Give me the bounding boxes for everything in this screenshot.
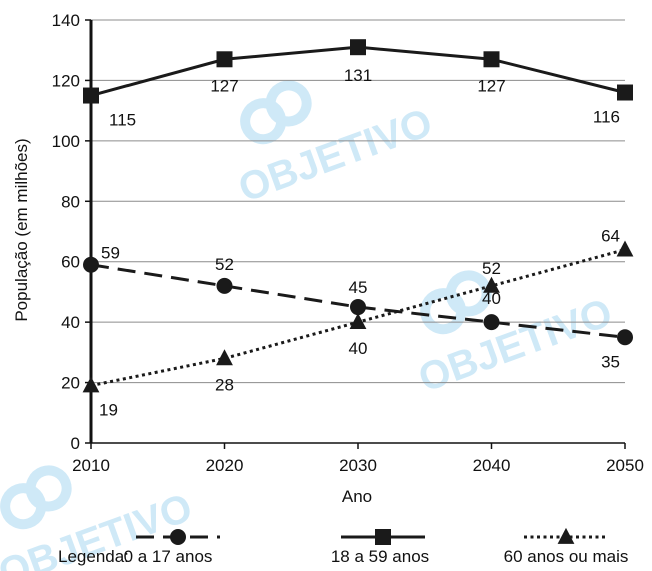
data-point-circle xyxy=(83,256,99,273)
series-square xyxy=(83,39,633,104)
data-point-triangle xyxy=(82,376,100,393)
watermark-logo-circle xyxy=(25,465,72,512)
data-point-square xyxy=(216,51,233,68)
watermark-logo-text: OBJETIVO xyxy=(413,290,618,401)
data-point-triangle xyxy=(216,349,233,366)
data-label: 127 xyxy=(210,76,238,95)
watermark-logo-circle xyxy=(265,80,312,127)
data-labels: 59 52 45 40 35 115 127 131 127 116 19 28 40 52 64 xyxy=(99,66,620,419)
data-label: 19 xyxy=(99,401,118,420)
data-point-square xyxy=(617,84,633,101)
data-point-square xyxy=(83,87,99,104)
series-triangle xyxy=(82,240,634,393)
y-tick-label: 20 xyxy=(61,374,80,393)
data-point-triangle xyxy=(349,313,367,329)
data-label: 64 xyxy=(601,227,620,246)
data-label: 131 xyxy=(344,66,372,85)
data-label: 35 xyxy=(601,352,620,371)
y-tick-label: 0 xyxy=(71,434,80,453)
legend-title: Legenda: xyxy=(58,547,129,566)
y-tick-label: 40 xyxy=(61,313,80,332)
data-point-circle xyxy=(170,529,186,545)
watermark-logo-text: OBJETIVO xyxy=(233,100,438,211)
x-axis-title: Ano xyxy=(342,487,372,506)
legend: Legenda:0 a 17 anos 18 a 59 anos 60 anos o… xyxy=(58,527,629,566)
y-tick-labels: 0 20 40 60 80 100 120 140 xyxy=(52,11,80,453)
watermark-logo-circle xyxy=(445,270,492,317)
x-tick-label: 2030 xyxy=(339,456,377,475)
legend-label: 0 a 17 anos xyxy=(124,547,213,566)
data-point-square xyxy=(375,529,391,545)
data-label: 127 xyxy=(477,76,505,95)
y-tick-label: 60 xyxy=(61,253,80,272)
watermark-mark: OBJETIVO xyxy=(233,80,438,211)
data-label: 40 xyxy=(349,339,368,358)
data-point-triangle xyxy=(483,276,500,293)
data-label: 59 xyxy=(101,244,120,263)
y-axis-title: População (em milhões) xyxy=(12,138,31,321)
data-label: 116 xyxy=(593,108,620,127)
y-tick-label: 80 xyxy=(61,192,80,211)
data-point-triangle xyxy=(616,240,634,257)
x-tick-label: 2010 xyxy=(72,456,110,475)
data-point-circle xyxy=(216,277,233,294)
data-label: 52 xyxy=(215,255,234,274)
legend-label: 18 a 59 anos xyxy=(331,547,429,566)
legend-item: 18 a 59 anos xyxy=(331,529,429,566)
data-point-circle xyxy=(483,314,500,331)
legend-label: 60 anos ou mais xyxy=(504,547,629,566)
legend-item: 0 a 17 anos xyxy=(124,529,220,566)
data-label: 52 xyxy=(482,259,501,278)
y-tick-label: 120 xyxy=(52,71,80,90)
data-point-triangle xyxy=(557,527,575,544)
x-tick-label: 2040 xyxy=(473,456,511,475)
data-label: 115 xyxy=(109,111,136,130)
data-point-circle xyxy=(350,299,366,316)
x-tick-label: 2020 xyxy=(206,456,244,475)
data-point-square xyxy=(483,51,500,68)
data-point-square xyxy=(350,39,366,56)
data-point-circle xyxy=(617,329,633,346)
y-tick-label: 100 xyxy=(52,132,80,151)
x-tick-label: 2050 xyxy=(606,456,644,475)
y-tick-label: 140 xyxy=(52,11,80,30)
series-layer xyxy=(82,39,634,393)
data-label: 28 xyxy=(215,375,234,394)
data-label: 40 xyxy=(482,289,501,308)
watermark-mark: OBJETIVO xyxy=(413,270,618,401)
legend-item: 60 anos ou mais xyxy=(504,527,629,566)
x-tick-labels: 2010 2020 2030 2040 2050 xyxy=(72,456,644,475)
series-circle xyxy=(83,256,633,346)
data-label: 45 xyxy=(349,278,368,297)
